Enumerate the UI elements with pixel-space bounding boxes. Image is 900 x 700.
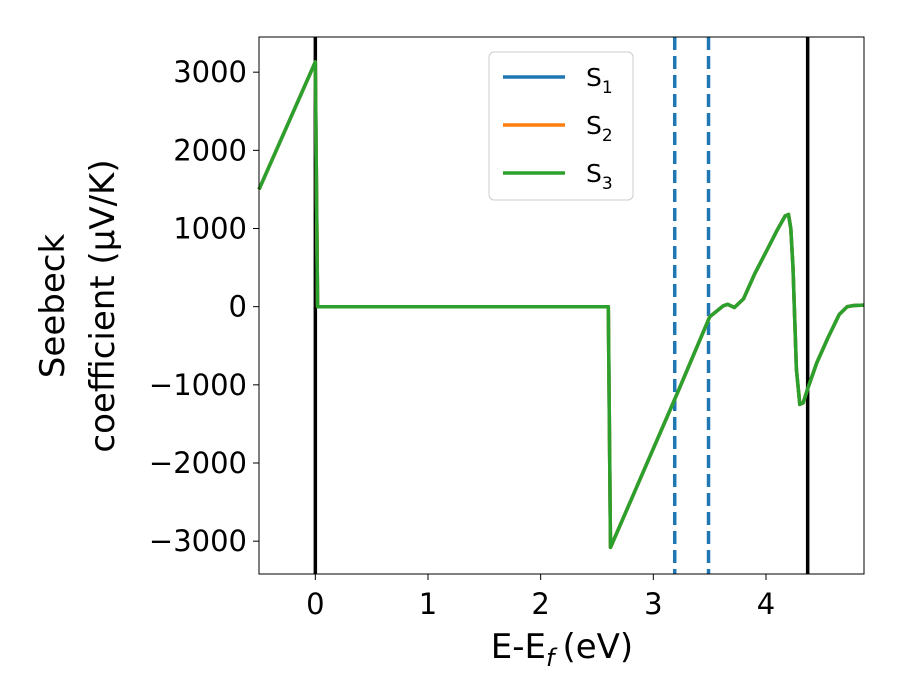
x-tick-label-4: 4 — [757, 587, 775, 621]
series-line-s3 — [257, 60, 865, 550]
x-axis-title: E-Ef (eV) — [491, 627, 633, 672]
legend-label-s3: S3 — [586, 159, 613, 194]
x-tick-label-3: 3 — [644, 587, 662, 621]
legend: S1 S2 S3 — [488, 51, 634, 201]
y-tick-label-0: 0 — [229, 290, 247, 324]
plot-frame — [258, 36, 865, 575]
legend-label-s2: S2 — [586, 111, 613, 146]
y-tick-label-2000: 2000 — [173, 133, 247, 167]
y-tick-label--1000: −1000 — [149, 368, 247, 402]
y-tick-label--3000: −3000 — [149, 524, 247, 558]
x-tick-label-1: 1 — [419, 587, 437, 621]
y-axis-title-line1: Seebeck — [33, 234, 73, 379]
x-tick-label-0: 0 — [306, 587, 324, 621]
y-axis-ticks: 3000 2000 1000 0 −1000 −2000 −3000 — [149, 55, 259, 558]
legend-label-s1: S1 — [586, 63, 613, 98]
y-axis-title: Seebeck coefficient (μV/K) — [33, 159, 123, 452]
y-tick-label-3000: 3000 — [173, 55, 247, 89]
x-tick-label-2: 2 — [531, 587, 549, 621]
y-tick-label-1000: 1000 — [173, 212, 247, 246]
y-tick-label--2000: −2000 — [149, 446, 247, 480]
x-axis-ticks: 0 1 2 3 4 — [306, 574, 775, 621]
series-lines — [257, 60, 865, 550]
plot-area — [257, 36, 865, 575]
y-axis-title-line2: coefficient (μV/K) — [83, 159, 123, 452]
